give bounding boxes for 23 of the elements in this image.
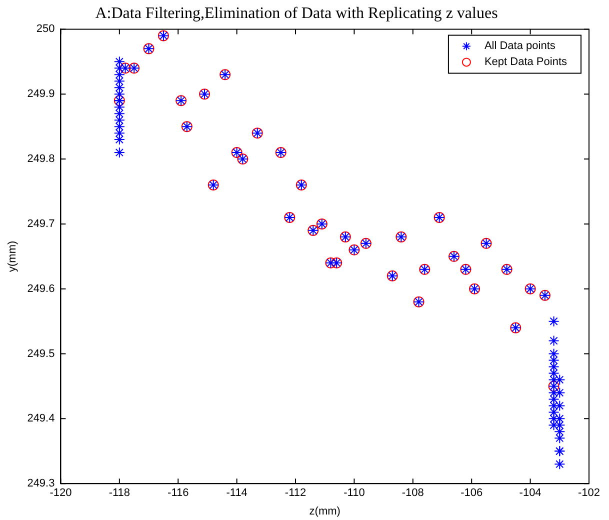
y-axis-title: y(mm) [6, 240, 19, 272]
x-tick-label: -112 [284, 487, 306, 500]
y-tick-label: 249.9 [27, 88, 55, 100]
x-tick-label: -102 [578, 487, 600, 500]
x-tick-label: -108 [402, 487, 424, 500]
x-tick-label: -104 [519, 487, 542, 500]
x-tick-label: -110 [344, 487, 365, 500]
legend-label: Kept Data Points [484, 56, 568, 68]
y-tick-label: 249.7 [27, 218, 55, 230]
y-tick-label: 249.3 [27, 478, 55, 490]
x-tick-label: -120 [50, 487, 72, 500]
y-tick-label: 249.6 [27, 282, 55, 295]
x-tick-label: -106 [460, 487, 483, 500]
legend-label: All Data points [484, 40, 556, 52]
y-tick-label: 249.5 [27, 348, 55, 360]
x-tick-label: -116 [168, 487, 189, 500]
chart-title: A:Data Filtering,Elimination of Data with Replicating z values [95, 4, 498, 22]
y-tick-label: 250 [36, 23, 55, 36]
y-tick-label: 249.8 [27, 153, 55, 166]
x-tick-label: -118 [108, 487, 130, 500]
y-tick-label: 249.4 [27, 412, 55, 425]
x-axis-title: z(mm) [309, 505, 340, 518]
x-tick-label: -114 [226, 487, 248, 500]
